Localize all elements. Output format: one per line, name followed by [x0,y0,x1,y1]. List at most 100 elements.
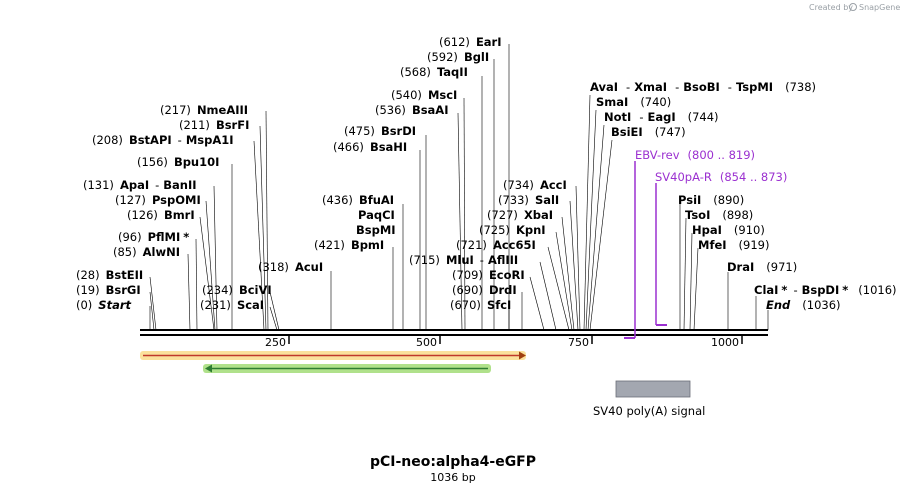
leader-mlui [539,261,557,331]
site-bpu10i[interactable]: (156) Bpu10I [137,155,219,169]
site-paqci[interactable]: PaqCI [358,208,395,222]
site-noti[interactable]: NotI - EagI (744) [604,110,719,124]
tick-label-750: 750 [568,336,589,349]
site-pflmi[interactable]: (96) PflMI * [118,230,189,244]
site-taqii[interactable]: (568) TaqII [400,65,468,79]
site-tsoi[interactable]: TsoI (898) [685,208,753,222]
leader-acc65i [547,246,570,331]
site-sali[interactable]: (733) SalI [498,193,559,207]
plasmid-length: 1036 bp [430,471,475,484]
tick-label-1000: 1000 [711,336,739,349]
site-bspmi[interactable]: BspMI [356,223,396,237]
site-start[interactable]: (0) Start [76,298,132,312]
orange-arrow-head [519,351,526,360]
credit-prefix: Created by [809,3,853,12]
leader-mfei [693,247,699,331]
site-bsaai[interactable]: (536) BsaAI [375,103,449,117]
leader-bsrfi [259,125,267,331]
site-bcivi[interactable]: (234) BciVI [202,283,272,297]
primer-sv40-range: (854 .. 873) [720,170,788,184]
site-bsahi[interactable]: (466) BsaHI [333,140,407,154]
primers: EBV-rev (800 .. 819) SV40pA-R (854 .. 873) [624,148,787,339]
site-xbai[interactable]: (727) XbaI [487,208,553,222]
feature-arrows: SV40 poly(A) signal [140,351,705,418]
leader-avai [583,94,591,331]
tick-label-250: 250 [265,336,286,349]
backbone [140,329,768,336]
site-bsteii[interactable]: (28) BstEII [76,268,143,282]
site-smai[interactable]: SmaI (740) [596,95,671,109]
leader-acci [575,185,581,331]
sv40-polya-box[interactable] [615,380,691,398]
plasmid-title: pCI-neo:alpha4-eGFP [370,454,536,470]
credit-text: Created by [809,3,853,12]
leader-msci [463,97,466,331]
site-bstapi[interactable]: (208) BstAPI - MspA1I [92,133,234,147]
leader-kpni [555,231,573,331]
sv40-polya-label: SV40 poly(A) signal [593,404,705,418]
leader-xbai [561,216,575,331]
leader-scai [269,306,278,331]
site-bsrdi[interactable]: (475) BsrDI [344,124,416,138]
leader-nmeaiii [265,110,269,331]
leader-bcivi [269,291,280,331]
site-bsiei[interactable]: BsiEI (747) [611,125,686,139]
site-msci[interactable]: (540) MscI [391,88,457,102]
green-arrow-head [205,364,212,373]
site-ecori[interactable]: (709) EcoRI [452,268,525,282]
site-bsrfi[interactable]: (211) BsrFI [179,118,249,132]
scale-ticks: 250 500 750 1000 [265,336,743,349]
leader-noti [587,124,605,331]
credit-brand: SnapGene [859,3,900,12]
site-bgli[interactable]: (592) BglI [427,50,489,64]
site-drai[interactable]: DraI (971) [727,260,797,274]
leader-bsaai [457,112,463,331]
primer-ebv-label[interactable]: EBV-rev (800 .. 819) [635,148,755,162]
site-acui[interactable]: (318) AcuI [258,260,323,274]
snapgene-logo-icon [849,3,857,11]
site-sfci[interactable]: (670) SfcI [450,298,511,312]
leader-bsrgi [149,291,155,331]
site-avai[interactable]: AvaI - XmaI - BsoBI - TspMI (738) [590,80,816,94]
site-bsrgi[interactable]: (19) BsrGI [76,283,141,297]
site-labels: (612) EarI (592) BglI (568) TaqII (540) MscI… [76,35,897,312]
site-nmeaiii[interactable]: (217) NmeAIII [160,103,248,117]
site-pspomi[interactable]: (127) PspOMI [115,193,201,207]
leader-pspomi [205,200,216,331]
site-bpmi[interactable]: (421) BpmI [314,238,384,252]
leader-sali [569,200,579,331]
site-apai[interactable]: (131) ApaI - BanII [83,178,197,192]
site-hpai[interactable]: HpaI (910) [692,223,765,237]
site-bmri[interactable]: (126) BmrI [127,208,195,222]
site-bfuai[interactable]: (436) BfuAI [322,193,394,207]
primer-sv40-label[interactable]: SV40pA-R (854 .. 873) [655,170,787,184]
site-psii[interactable]: PsiI (890) [678,193,744,207]
site-drdi[interactable]: (690) DrdI [452,283,517,297]
leader-smai [585,109,597,331]
site-mlui[interactable]: (715) MluI - AflIII [409,253,518,267]
leader-apai [213,185,218,331]
site-eari[interactable]: (612) EarI [439,35,502,49]
site-scai[interactable]: (231) ScaI [200,298,264,312]
leader-bstapi [253,140,265,331]
leader-tsoi [683,217,687,331]
leader-bsteii [149,276,157,331]
tick-label-500: 500 [416,336,437,349]
site-leader-lines [149,44,769,331]
primer-sv40-name: SV40pA-R [655,170,712,184]
primer-ebv-range: (800 .. 819) [688,148,756,162]
site-clai[interactable]: ClaI * - BspDI * (1016) [754,283,897,297]
leader-bsiei [589,139,613,331]
leader-pflmi [195,238,198,331]
site-alwni[interactable]: (85) AlwNI [113,245,180,259]
site-mfei[interactable]: MfeI (919) [698,238,769,252]
site-end[interactable]: End (1036) [766,298,841,312]
site-acci[interactable]: (734) AccI [503,178,567,192]
site-acc65i[interactable]: (721) Acc65I [456,238,536,252]
leader-bmri [199,216,215,331]
leader-ecori [529,276,545,331]
leader-alwni [187,253,191,331]
site-kpni[interactable]: (725) KpnI [479,223,546,237]
primer-ebv-name: EBV-rev [635,148,680,162]
